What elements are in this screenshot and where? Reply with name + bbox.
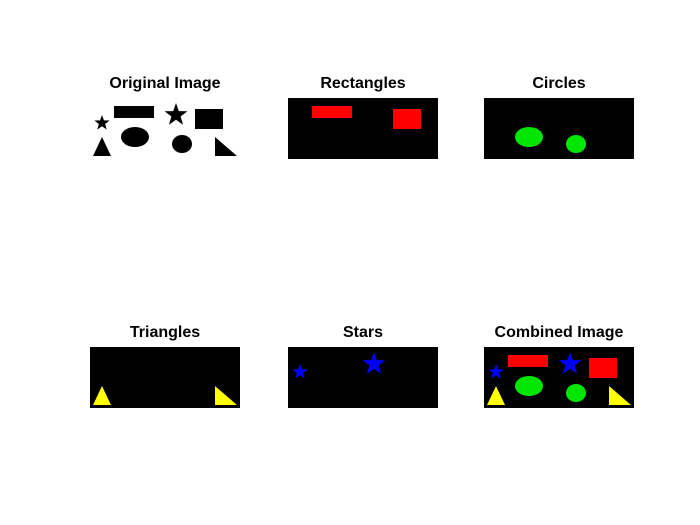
rectangle-shape-square-rectangle <box>589 358 617 378</box>
star-shape-large-star <box>362 352 386 374</box>
rectangle-shape-wide-rectangle <box>312 106 352 118</box>
triangle-shape-isosceles-triangle <box>93 386 111 405</box>
panel-circles: Circles <box>484 75 634 159</box>
star-shape-large-star <box>558 352 582 374</box>
triangle-shape-right-triangle <box>215 137 237 156</box>
image-circles <box>484 98 634 159</box>
image-stars <box>288 347 438 408</box>
panel-original: Original Image <box>90 75 240 159</box>
rectangle-shape-wide-rectangle <box>114 106 154 118</box>
ellipse-shape-small-ellipse <box>566 135 586 153</box>
star-shape-large-star <box>164 103 188 125</box>
panel-combined: Combined Image <box>484 324 634 408</box>
triangle-shape-right-triangle <box>215 386 237 405</box>
panel-stars: Stars <box>288 324 438 408</box>
ellipse-shape-ellipse <box>515 127 543 147</box>
ellipse-shape-ellipse <box>515 376 543 396</box>
panel-title-original: Original Image <box>109 75 221 92</box>
rectangle-shape-square-rectangle <box>195 109 223 129</box>
image-combined <box>484 347 634 408</box>
panel-title-rectangles: Rectangles <box>320 75 406 92</box>
triangle-shape-isosceles-triangle <box>487 386 505 405</box>
panel-triangles: Triangles <box>90 324 240 408</box>
panel-title-combined: Combined Image <box>494 324 624 341</box>
image-triangles <box>90 347 240 408</box>
image-rectangles <box>288 98 438 159</box>
panel-rectangles: Rectangles <box>288 75 438 159</box>
image-background <box>484 98 634 159</box>
panel-title-circles: Circles <box>532 75 586 92</box>
triangle-shape-isosceles-triangle <box>93 137 111 156</box>
rectangle-shape-square-rectangle <box>393 109 421 129</box>
ellipse-shape-small-ellipse <box>566 384 586 402</box>
star-shape-small-star <box>488 364 504 379</box>
star-shape-small-star <box>94 115 110 130</box>
ellipse-shape-ellipse <box>121 127 149 147</box>
image-background <box>288 347 438 408</box>
panel-title-triangles: Triangles <box>129 324 201 341</box>
panel-title-stars: Stars <box>342 324 384 341</box>
image-original <box>90 98 240 159</box>
triangle-shape-right-triangle <box>609 386 631 405</box>
ellipse-shape-small-ellipse <box>172 135 192 153</box>
star-shape-small-star <box>292 364 308 379</box>
rectangle-shape-wide-rectangle <box>508 355 548 367</box>
